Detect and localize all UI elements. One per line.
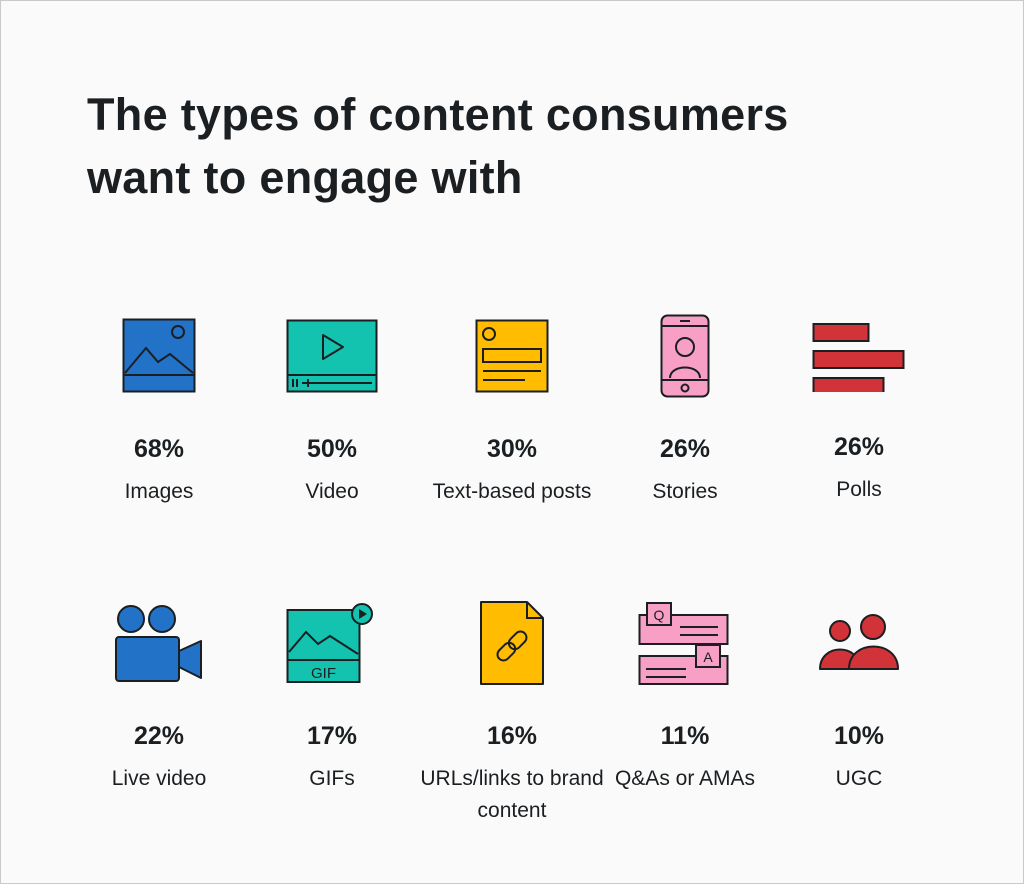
stat-percent: 22% xyxy=(133,722,185,750)
stat-label: Images xyxy=(124,480,194,503)
stat-qa: Q A 11% Q&As or AMAs xyxy=(590,593,780,795)
stat-urls: 16% URLs/links to brand content xyxy=(417,593,607,827)
video-camera-icon xyxy=(64,593,254,693)
stat-images: 68% Images xyxy=(64,306,254,508)
qa-icon-a: A xyxy=(703,649,713,665)
qa-chat-icon: Q A xyxy=(590,593,780,693)
stat-percent: 11% xyxy=(660,722,710,750)
stat-percent: 68% xyxy=(133,435,185,463)
text-post-icon xyxy=(417,306,607,406)
stat-label: Stories xyxy=(652,480,718,503)
stat-percent: 26% xyxy=(833,433,885,461)
stat-ugc: 10% UGC xyxy=(764,593,954,795)
stat-gifs: GIF 17% GIFs xyxy=(237,593,427,795)
page-title: The types of content consumers want to e… xyxy=(87,83,947,209)
gif-icon: GIF xyxy=(237,593,427,693)
stat-label: Text-based posts xyxy=(432,480,592,503)
stat-live-video: 22% Live video xyxy=(64,593,254,795)
stat-percent: 10% xyxy=(833,722,885,750)
image-icon xyxy=(64,306,254,406)
stat-label: Live video xyxy=(111,767,207,790)
stat-label: Q&As or AMAs xyxy=(614,767,756,790)
stat-label: URLs/links to brand content xyxy=(420,767,604,822)
stat-label: Polls xyxy=(836,478,882,501)
qa-icon-q: Q xyxy=(654,607,665,623)
stat-label: Video xyxy=(305,480,359,503)
stat-percent: 16% xyxy=(486,722,538,750)
stat-percent: 26% xyxy=(659,435,711,463)
stat-percent: 30% xyxy=(486,435,538,463)
stat-percent: 50% xyxy=(306,435,358,463)
stat-stories: 26% Stories xyxy=(590,306,780,508)
stat-video: 50% Video xyxy=(237,306,427,508)
video-player-icon xyxy=(237,306,427,406)
stat-label: GIFs xyxy=(309,767,355,790)
stat-text-posts: 30% Text-based posts xyxy=(417,306,607,508)
link-document-icon xyxy=(417,593,607,693)
users-icon xyxy=(764,593,954,693)
stat-percent: 17% xyxy=(306,722,358,750)
title-line-2: want to engage with xyxy=(87,152,523,203)
stat-label: UGC xyxy=(835,767,883,790)
stat-polls: 26% Polls xyxy=(764,304,954,506)
smartphone-story-icon xyxy=(590,306,780,406)
poll-bars-icon xyxy=(764,304,954,404)
gif-icon-text: GIF xyxy=(311,665,336,682)
title-line-1: The types of content consumers xyxy=(87,89,789,140)
